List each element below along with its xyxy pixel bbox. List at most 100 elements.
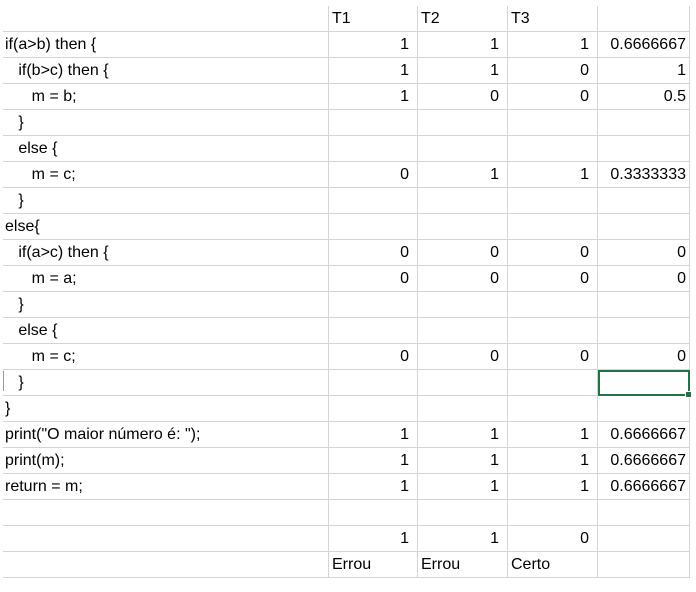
- t2-cell[interactable]: 1: [418, 32, 508, 58]
- t2-cell[interactable]: 1: [418, 162, 508, 188]
- result-cell[interactable]: 0.6666667: [598, 474, 690, 500]
- result-cell[interactable]: [598, 292, 690, 318]
- verdict-cell-result[interactable]: [598, 552, 690, 578]
- code-cell[interactable]: [3, 526, 329, 552]
- t2-cell[interactable]: 0: [418, 84, 508, 110]
- code-cell[interactable]: if(a>c) then {: [3, 240, 329, 266]
- code-cell[interactable]: }: [3, 110, 329, 136]
- t3-cell[interactable]: 0: [508, 84, 598, 110]
- code-cell[interactable]: }: [3, 292, 329, 318]
- verdict-cell-t3[interactable]: Certo: [508, 552, 598, 578]
- result-cell[interactable]: 0.6666667: [598, 32, 690, 58]
- code-cell[interactable]: return = m;: [3, 474, 329, 500]
- t3-cell[interactable]: 0: [508, 266, 598, 292]
- result-cell[interactable]: 0: [598, 240, 690, 266]
- code-cell[interactable]: m = c;: [3, 344, 329, 370]
- result-cell[interactable]: [598, 188, 690, 214]
- t2-cell[interactable]: 0: [418, 344, 508, 370]
- t2-cell[interactable]: [418, 396, 508, 422]
- code-cell[interactable]: if(b>c) then {: [3, 58, 329, 84]
- result-cell[interactable]: 0.6666667: [598, 448, 690, 474]
- t1-cell[interactable]: 0: [329, 266, 418, 292]
- fill-handle[interactable]: [685, 391, 692, 398]
- t1-cell[interactable]: 0: [329, 240, 418, 266]
- t2-cell[interactable]: 1: [418, 474, 508, 500]
- result-cell[interactable]: 0.6666667: [598, 422, 690, 448]
- result-cell[interactable]: 0: [598, 344, 690, 370]
- code-cell[interactable]: [3, 500, 329, 526]
- code-cell[interactable]: if(a>b) then {: [3, 32, 329, 58]
- header-cell-result[interactable]: [598, 6, 690, 32]
- t3-cell[interactable]: [508, 396, 598, 422]
- t1-cell[interactable]: [329, 292, 418, 318]
- t3-cell[interactable]: 0: [508, 58, 598, 84]
- header-cell-code[interactable]: [3, 6, 329, 32]
- t2-cell[interactable]: [418, 188, 508, 214]
- code-cell[interactable]: m = b;: [3, 84, 329, 110]
- t3-cell[interactable]: [508, 188, 598, 214]
- result-cell[interactable]: [598, 526, 690, 552]
- selected-cell[interactable]: [598, 370, 692, 398]
- code-cell[interactable]: }: [3, 370, 329, 396]
- t1-cell[interactable]: [329, 396, 418, 422]
- t1-cell[interactable]: [329, 136, 418, 162]
- t2-cell[interactable]: [418, 500, 508, 526]
- code-cell[interactable]: else {: [3, 136, 329, 162]
- t1-cell[interactable]: 1: [329, 32, 418, 58]
- t3-cell[interactable]: [508, 110, 598, 136]
- t3-cell[interactable]: 1: [508, 32, 598, 58]
- result-cell[interactable]: [598, 136, 690, 162]
- result-cell[interactable]: 0: [598, 266, 690, 292]
- result-cell[interactable]: [598, 318, 690, 344]
- t2-cell[interactable]: [418, 370, 508, 396]
- verdict-cell-t1[interactable]: Errou: [329, 552, 418, 578]
- code-cell[interactable]: }: [3, 188, 329, 214]
- result-cell[interactable]: 1: [598, 58, 690, 84]
- t2-cell[interactable]: 1: [418, 58, 508, 84]
- result-cell[interactable]: 0.5: [598, 84, 690, 110]
- result-cell[interactable]: [598, 110, 690, 136]
- t2-cell[interactable]: 1: [418, 526, 508, 552]
- t1-cell[interactable]: 1: [329, 58, 418, 84]
- header-cell-t3[interactable]: T3: [508, 6, 598, 32]
- code-cell[interactable]: print("O maior número é: ");: [3, 422, 329, 448]
- t1-cell[interactable]: 1: [329, 474, 418, 500]
- code-cell[interactable]: else {: [3, 318, 329, 344]
- header-cell-t2[interactable]: T2: [418, 6, 508, 32]
- code-cell[interactable]: print(m);: [3, 448, 329, 474]
- t2-cell[interactable]: 0: [418, 240, 508, 266]
- t1-cell[interactable]: [329, 214, 418, 240]
- result-cell[interactable]: [598, 214, 690, 240]
- t1-cell[interactable]: [329, 370, 418, 396]
- t1-cell[interactable]: 1: [329, 526, 418, 552]
- result-cell[interactable]: [598, 396, 690, 422]
- t3-cell[interactable]: [508, 214, 598, 240]
- t2-cell[interactable]: [418, 318, 508, 344]
- t3-cell[interactable]: 0: [508, 240, 598, 266]
- t2-cell[interactable]: [418, 214, 508, 240]
- t1-cell[interactable]: [329, 188, 418, 214]
- t2-cell[interactable]: 0: [418, 266, 508, 292]
- t3-cell[interactable]: [508, 370, 598, 396]
- t2-cell[interactable]: 1: [418, 422, 508, 448]
- t2-cell[interactable]: [418, 292, 508, 318]
- t3-cell[interactable]: 1: [508, 448, 598, 474]
- result-cell[interactable]: [598, 500, 690, 526]
- t3-cell[interactable]: [508, 318, 598, 344]
- code-cell[interactable]: m = c;: [3, 162, 329, 188]
- t3-cell[interactable]: [508, 136, 598, 162]
- code-cell[interactable]: }: [3, 396, 329, 422]
- t1-cell[interactable]: 0: [329, 162, 418, 188]
- t2-cell[interactable]: [418, 110, 508, 136]
- code-cell[interactable]: else{: [3, 214, 329, 240]
- verdict-cell-t2[interactable]: Errou: [418, 552, 508, 578]
- code-cell[interactable]: m = a;: [3, 266, 329, 292]
- t1-cell[interactable]: 1: [329, 84, 418, 110]
- t3-cell[interactable]: 1: [508, 162, 598, 188]
- t1-cell[interactable]: 1: [329, 422, 418, 448]
- t1-cell[interactable]: 0: [329, 344, 418, 370]
- result-cell[interactable]: 0.3333333: [598, 162, 690, 188]
- t3-cell[interactable]: 1: [508, 474, 598, 500]
- verdict-cell-code[interactable]: [3, 552, 329, 578]
- t2-cell[interactable]: 1: [418, 448, 508, 474]
